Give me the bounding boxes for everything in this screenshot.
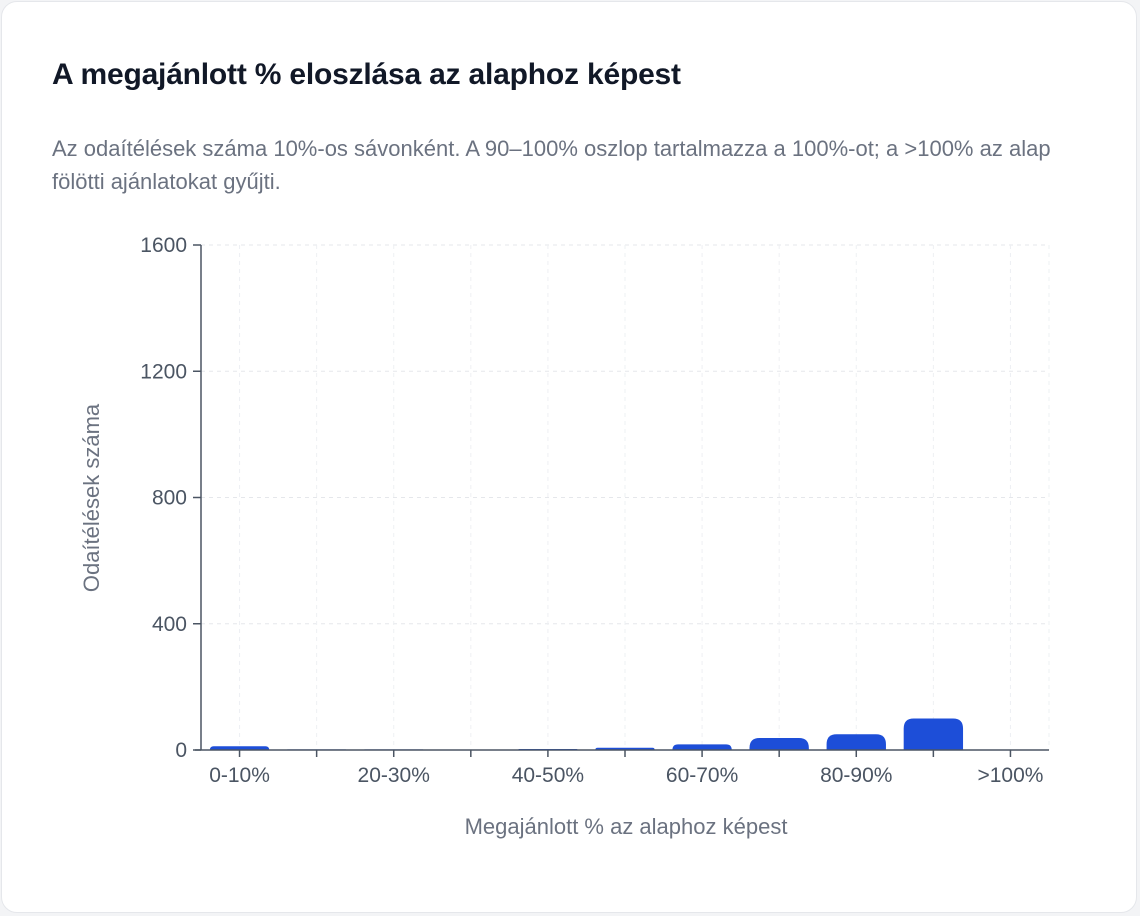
- y-tick-label: 800: [152, 487, 187, 510]
- y-tick-label: 1200: [140, 360, 187, 383]
- x-axis-title: Megajánlott % az alaphoz képest: [465, 814, 788, 839]
- chart-title: A megajánlott % eloszlása az alaphoz kép…: [52, 58, 681, 91]
- bar-60-70%: [672, 744, 732, 750]
- chart-subtitle: Az odaítélések száma 10%-os sávonként. A…: [52, 136, 1051, 194]
- x-tick-label: 20-30%: [358, 764, 430, 787]
- x-tick-label: 60-70%: [666, 764, 738, 787]
- x-tick-label: 80-90%: [820, 764, 892, 787]
- bar-80-90%: [826, 734, 886, 750]
- y-tick-label: 0: [175, 739, 187, 762]
- x-tick-label: 0-10%: [209, 764, 270, 787]
- x-axis-ticks: 0-10% 20-30% 40-50% 60-70% 80-90% >100%: [209, 750, 1043, 787]
- bar-70-80%: [749, 738, 809, 750]
- y-tick-label: 400: [152, 613, 187, 636]
- y-axis-ticks: 0 400 800 1200 1600: [140, 234, 201, 762]
- y-tick-label: 1600: [140, 234, 187, 257]
- bar-0-10%: [209, 746, 270, 750]
- x-tick-label: >100%: [977, 764, 1043, 787]
- y-axis-title: Odaítélések száma: [79, 403, 104, 592]
- x-tick-label: 40-50%: [512, 764, 584, 787]
- bar-90-100%: [903, 718, 964, 750]
- grid-lines: [201, 244, 1050, 751]
- bars: [209, 718, 964, 750]
